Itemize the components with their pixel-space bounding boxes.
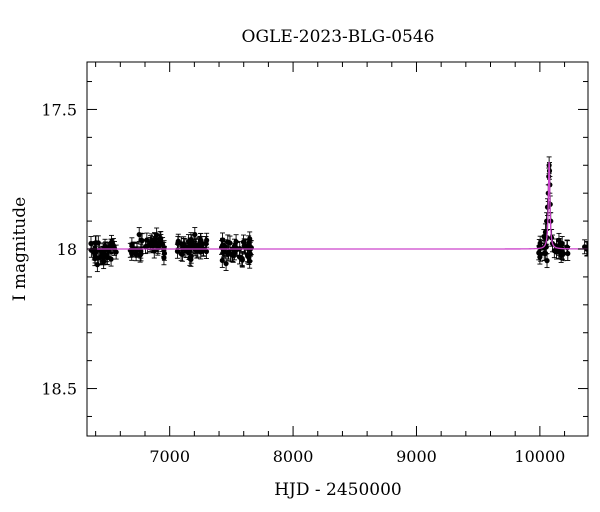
data-layer bbox=[88, 156, 588, 273]
data-point bbox=[151, 236, 158, 243]
data-point bbox=[100, 255, 106, 261]
data-point bbox=[189, 239, 195, 245]
data-point bbox=[138, 237, 144, 243]
data-point bbox=[94, 262, 100, 268]
ticks-layer: 7000 8000 9000 10000 17.5 18 18.5 bbox=[41, 62, 588, 466]
data-point bbox=[195, 247, 201, 253]
data-point bbox=[219, 257, 225, 264]
x-tick-label: 7000 bbox=[149, 447, 190, 466]
data-point bbox=[537, 254, 543, 260]
data-point bbox=[161, 255, 167, 261]
data-point bbox=[113, 249, 119, 255]
data-point bbox=[241, 243, 247, 249]
y-axis-label: I magnitude bbox=[10, 197, 30, 301]
data-point bbox=[88, 240, 94, 247]
data-point bbox=[188, 256, 194, 262]
data-point bbox=[193, 243, 199, 249]
data-point bbox=[225, 239, 231, 245]
data-point bbox=[223, 260, 229, 267]
data-point bbox=[544, 258, 550, 264]
y-tick-label: 18 bbox=[57, 240, 77, 259]
data-point bbox=[129, 247, 135, 253]
data-point bbox=[144, 237, 150, 243]
data-point bbox=[220, 247, 227, 253]
data-point bbox=[108, 256, 114, 262]
data-point bbox=[230, 252, 236, 258]
data-point bbox=[582, 244, 588, 250]
y-tick-label: 17.5 bbox=[41, 100, 77, 119]
data-point bbox=[192, 231, 198, 238]
data-point bbox=[239, 255, 245, 262]
data-point bbox=[92, 250, 99, 256]
x-tick-label: 9000 bbox=[396, 447, 437, 466]
x-tick-label: 10000 bbox=[514, 447, 565, 466]
data-point bbox=[219, 237, 226, 243]
data-point bbox=[556, 242, 562, 249]
data-point bbox=[247, 251, 253, 257]
data-point bbox=[147, 240, 154, 246]
data-point bbox=[558, 252, 564, 259]
x-axis-label: HJD - 2450000 bbox=[274, 480, 402, 500]
data-point bbox=[203, 241, 209, 247]
y-tick-label: 18.5 bbox=[41, 380, 77, 399]
data-point bbox=[156, 239, 162, 245]
data-point bbox=[174, 248, 181, 254]
x-tick-label: 8000 bbox=[273, 447, 314, 466]
model-layer bbox=[87, 161, 588, 250]
chart-title: OGLE-2023-BLG-0546 bbox=[242, 27, 435, 47]
data-point bbox=[181, 242, 187, 249]
model-curve bbox=[87, 161, 588, 250]
data-point bbox=[247, 236, 253, 242]
data-point bbox=[93, 240, 99, 246]
data-point bbox=[99, 250, 105, 256]
